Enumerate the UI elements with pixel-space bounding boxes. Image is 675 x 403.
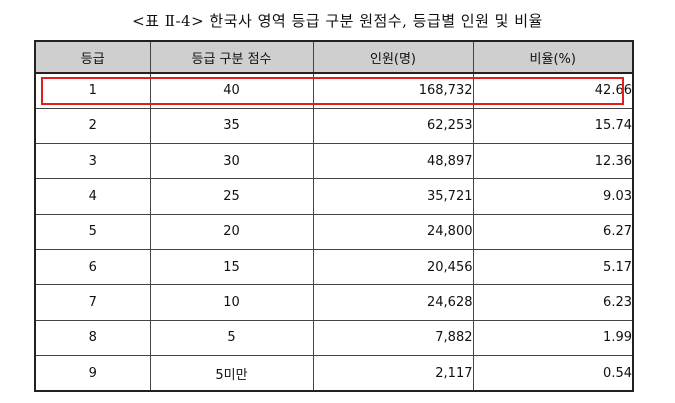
cutoff-cell: 20 bbox=[149, 213, 314, 251]
ratio-cell: 12.36 bbox=[472, 143, 634, 180]
grade-cell: 5 bbox=[34, 213, 151, 251]
table-row: 5 20 24,800 6.27 bbox=[34, 213, 634, 251]
table-row: 1 40 168,732 42.66 bbox=[34, 72, 634, 109]
cutoff-cell: 15 bbox=[149, 249, 314, 286]
count-cell: 48,897 bbox=[312, 143, 474, 180]
cutoff-cell: 5미만 bbox=[149, 355, 314, 392]
count-cell: 62,253 bbox=[312, 107, 474, 145]
count-cell: 168,732 bbox=[312, 72, 474, 109]
grade-cell: 7 bbox=[34, 284, 151, 321]
grade-cell: 4 bbox=[34, 178, 151, 215]
table-row: 3 30 48,897 12.36 bbox=[34, 143, 634, 180]
grade-cell: 2 bbox=[34, 107, 151, 145]
count-cell: 7,882 bbox=[312, 319, 474, 357]
ratio-cell: 15.74 bbox=[472, 107, 634, 145]
grade-table: 등급 등급 구분 점수 인원(명) 비율(%) 1 40 168,732 42.… bbox=[34, 40, 634, 392]
column-header-cutoff: 등급 구분 점수 bbox=[149, 40, 314, 74]
cutoff-cell: 10 bbox=[149, 284, 314, 321]
table-row: 9 5미만 2,117 0.54 bbox=[34, 355, 634, 392]
count-cell: 24,628 bbox=[312, 284, 474, 321]
grade-cell: 3 bbox=[34, 143, 151, 180]
grade-cell: 6 bbox=[34, 249, 151, 286]
ratio-cell: 6.23 bbox=[472, 284, 634, 321]
column-header-grade: 등급 bbox=[34, 40, 151, 74]
table-row: 8 5 7,882 1.99 bbox=[34, 319, 634, 357]
table-row: 4 25 35,721 9.03 bbox=[34, 178, 634, 215]
ratio-cell: 6.27 bbox=[472, 213, 634, 251]
count-cell: 35,721 bbox=[312, 178, 474, 215]
table-caption: <표 Ⅱ-4> 한국사 영역 등급 구분 원점수, 등급별 인원 및 비율 bbox=[132, 12, 543, 30]
cutoff-cell: 35 bbox=[149, 107, 314, 145]
ratio-cell: 9.03 bbox=[472, 178, 634, 215]
ratio-cell: 1.99 bbox=[472, 319, 634, 357]
header-row: 등급 등급 구분 점수 인원(명) 비율(%) bbox=[34, 40, 634, 74]
table-row: 2 35 62,253 15.74 bbox=[34, 107, 634, 145]
ratio-cell: 5.17 bbox=[472, 249, 634, 286]
grade-cell: 8 bbox=[34, 319, 151, 357]
column-header-count: 인원(명) bbox=[312, 40, 474, 74]
ratio-cell: 42.66 bbox=[472, 72, 634, 109]
cutoff-cell: 25 bbox=[149, 178, 314, 215]
grade-cell: 9 bbox=[34, 355, 151, 392]
table-row: 7 10 24,628 6.23 bbox=[34, 284, 634, 321]
cutoff-cell: 30 bbox=[149, 143, 314, 180]
table-row: 6 15 20,456 5.17 bbox=[34, 249, 634, 286]
grade-cell: 1 bbox=[34, 72, 151, 109]
cutoff-cell: 40 bbox=[149, 72, 314, 109]
count-cell: 2,117 bbox=[312, 355, 474, 392]
column-header-ratio: 비율(%) bbox=[472, 40, 634, 74]
cutoff-cell: 5 bbox=[149, 319, 314, 357]
count-cell: 20,456 bbox=[312, 249, 474, 286]
count-cell: 24,800 bbox=[312, 213, 474, 251]
ratio-cell: 0.54 bbox=[472, 355, 634, 392]
